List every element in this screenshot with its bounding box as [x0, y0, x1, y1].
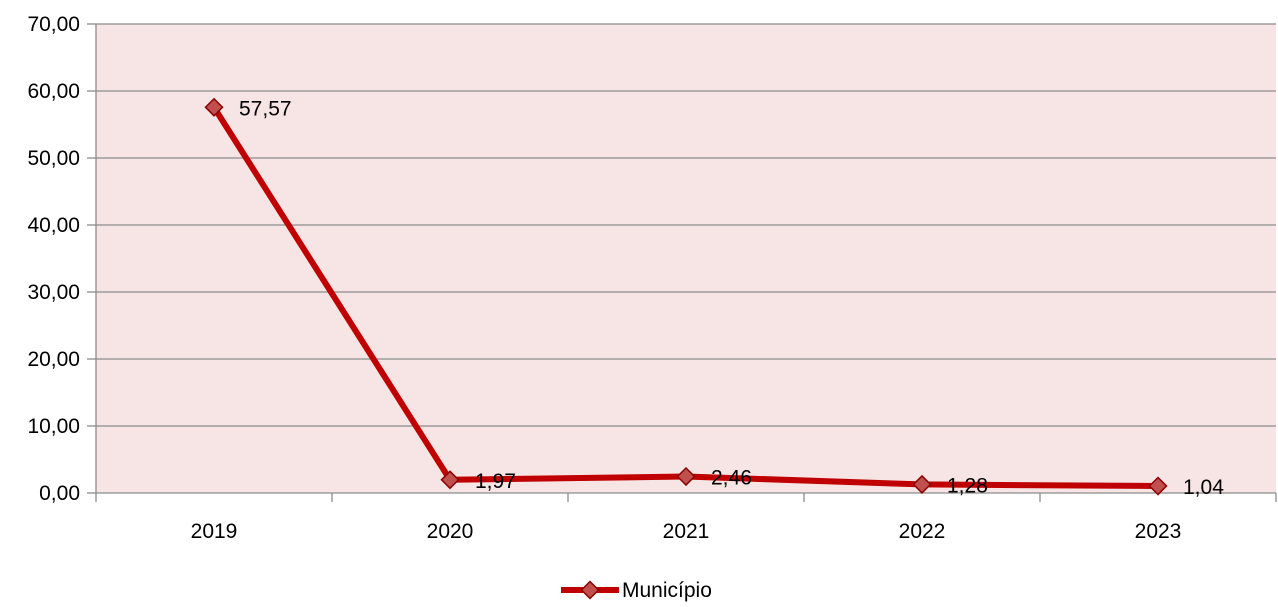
x-tick-label: 2022 — [899, 520, 946, 543]
y-tick-label: 10,00 — [27, 415, 80, 438]
x-tick-label: 2020 — [427, 520, 474, 543]
gridlines — [96, 23, 1276, 427]
data-point-marker — [912, 474, 932, 494]
axes: 0,00 10,00 20,00 30,00 40,00 50,00 60,00 70,00 2… — [27, 13, 1277, 543]
data-point-marker — [1148, 476, 1168, 496]
data-labels: 57,57 1,97 2,46 1,28 1,04 — [239, 97, 1224, 499]
y-tick-label: 50,00 — [27, 147, 80, 170]
legend-label: Município — [622, 579, 712, 602]
plot-area-background — [96, 24, 1276, 493]
data-label: 57,57 — [239, 97, 292, 120]
legend-marker — [580, 580, 600, 600]
y-tick-label: 60,00 — [27, 80, 80, 103]
series-layer — [204, 97, 1168, 496]
data-label: 1,04 — [1183, 476, 1224, 499]
data-label: 1,28 — [947, 474, 988, 497]
legend: Município — [561, 579, 712, 602]
y-tick-label: 40,00 — [27, 214, 80, 237]
data-label: 2,46 — [711, 467, 752, 490]
data-point-marker — [676, 466, 696, 487]
x-tick-label: 2023 — [1135, 520, 1182, 543]
x-tick-label: 2021 — [663, 520, 710, 543]
y-tick-label: 70,00 — [27, 13, 80, 36]
data-point-marker — [204, 97, 224, 117]
data-label: 1,97 — [475, 470, 516, 493]
data-point-marker — [440, 470, 460, 490]
y-tick-label: 0,00 — [39, 482, 80, 505]
y-tick-label: 30,00 — [27, 281, 80, 304]
y-tick-label: 20,00 — [27, 348, 80, 371]
x-tick-label: 2019 — [191, 520, 238, 543]
